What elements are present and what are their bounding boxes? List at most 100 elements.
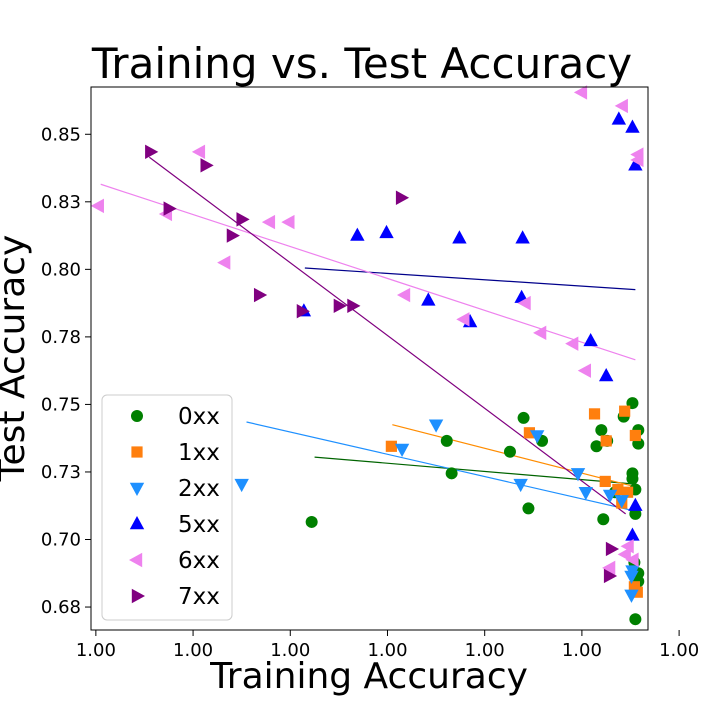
legend-marker-5xx [129, 516, 145, 530]
trendline-2xx [246, 421, 636, 512]
data-point-6xx [617, 547, 631, 562]
data-point-6xx [191, 144, 206, 160]
data-point-5xx [628, 157, 643, 171]
data-point-0xx [595, 424, 608, 437]
data-point-5xx [625, 527, 640, 541]
data-point-2xx [602, 489, 618, 503]
x-axis-title: Training Accuracy [209, 656, 528, 697]
plot-area [90, 85, 645, 626]
legend-marker-1xx [131, 446, 143, 458]
legend-marker-2xx [129, 482, 145, 496]
legend: 0xx 1xx 2xx 5xx 6xx 7xx [101, 394, 233, 621]
data-point-1xx [619, 405, 631, 417]
data-point-0xx [517, 411, 530, 424]
data-point-2xx [625, 565, 640, 579]
data-point-0xx [522, 502, 535, 515]
data-point-7xx [200, 158, 214, 173]
data-point-0xx [626, 472, 639, 485]
legend-label-7xx: 7xx [178, 584, 220, 610]
data-point-2xx [570, 468, 586, 482]
y-tick-label: 0.75 [41, 394, 81, 415]
data-point-7xx [236, 212, 250, 227]
data-point-1xx [599, 475, 611, 488]
data-point-0xx [597, 513, 610, 526]
legend-label-5xx: 5xx [178, 512, 220, 538]
data-point-0xx [503, 445, 516, 458]
data-point-5xx [379, 224, 394, 239]
data-point-2xx [394, 443, 410, 457]
data-point-0xx [305, 515, 318, 528]
legend-label-0xx: 0xx [178, 404, 220, 430]
x-axis: 1.00 1.00 1.00 1.00 1.00 1.00 1.00 [76, 630, 699, 661]
data-point-6xx [517, 295, 531, 311]
data-point-7xx [145, 144, 159, 160]
data-point-7xx [395, 190, 410, 205]
legend-label-2xx: 2xx [178, 476, 220, 502]
data-point-0xx [440, 434, 453, 447]
data-point-1xx [621, 486, 634, 498]
y-tick-label: 0.85 [41, 124, 81, 145]
plot-frame [90, 86, 649, 631]
trendline-0xx [314, 456, 636, 485]
data-point-6xx [573, 85, 588, 100]
x-tick-label: 1.00 [76, 640, 116, 661]
data-point-0xx [590, 440, 603, 453]
y-axis-title: Test Accuracy [0, 235, 33, 483]
data-point-2xx [234, 478, 249, 493]
data-point-7xx [605, 541, 620, 557]
data-point-2xx [513, 478, 528, 493]
y-tick-label: 0.73 [41, 462, 81, 483]
data-point-6xx [620, 539, 634, 554]
x-tick-label: 1.00 [562, 640, 602, 661]
data-point-1xx [523, 427, 536, 439]
data-point-6xx [281, 214, 295, 230]
data-point-5xx [350, 227, 365, 241]
data-point-2xx [614, 495, 629, 509]
y-tick-label: 0.83 [41, 192, 81, 213]
data-point-7xx [347, 298, 361, 314]
x-tick-label: 1.00 [659, 640, 699, 661]
y-tick-label: 0.78 [41, 327, 81, 348]
data-point-7xx [163, 201, 177, 216]
data-point-2xx [529, 430, 545, 444]
x-tick-label: 1.00 [270, 640, 310, 661]
y-tick-label: 0.68 [41, 597, 81, 618]
data-point-1xx [629, 429, 641, 442]
y-axis: 0.68 0.70 0.73 0.75 0.78 0.80 0.83 0.85 [41, 124, 91, 618]
data-point-6xx [396, 287, 411, 303]
x-tick-label: 1.00 [173, 640, 213, 661]
data-point-1xx [588, 408, 601, 420]
data-point-1xx [612, 483, 624, 496]
data-point-5xx [583, 332, 598, 347]
data-point-1xx [600, 435, 612, 447]
y-tick-label: 0.70 [41, 530, 81, 551]
data-point-2xx [578, 487, 593, 501]
data-point-5xx [625, 119, 640, 133]
legend-label-6xx: 6xx [178, 548, 220, 574]
data-point-5xx [515, 230, 530, 244]
data-point-7xx [226, 228, 240, 243]
data-point-2xx [624, 570, 639, 584]
data-point-6xx [261, 214, 276, 230]
x-tick-label: 1.00 [465, 640, 505, 661]
data-point-0xx [445, 467, 458, 480]
data-point-6xx [565, 336, 579, 351]
legend-label-1xx: 1xx [178, 440, 220, 466]
legend-marker-6xx [129, 552, 143, 568]
data-point-6xx [625, 552, 639, 567]
trendline-7xx [148, 156, 627, 515]
data-point-6xx [533, 325, 547, 341]
y-tick-label: 0.80 [41, 259, 81, 280]
data-point-0xx [629, 613, 642, 626]
data-point-6xx [577, 363, 591, 378]
data-point-6xx [614, 98, 628, 114]
data-point-5xx [628, 497, 643, 511]
data-point-7xx [603, 568, 618, 584]
data-point-1xx [385, 440, 397, 452]
data-point-5xx [611, 111, 627, 125]
data-point-5xx [599, 368, 614, 382]
legend-marker-7xx [131, 588, 145, 604]
trendline-6xx [100, 183, 636, 361]
data-point-2xx [624, 589, 639, 603]
